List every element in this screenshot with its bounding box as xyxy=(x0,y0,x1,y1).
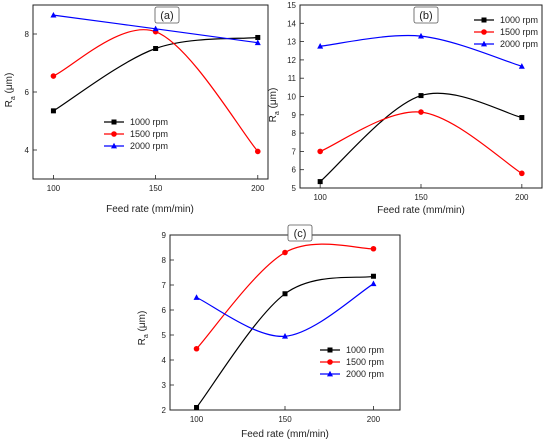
legend-label: 2000 rpm xyxy=(130,141,168,151)
data-point xyxy=(418,32,424,39)
data-point xyxy=(282,249,288,256)
panel-tag-box xyxy=(287,224,313,242)
chart-panel-1: 100 150 200 4 6 8 Feed rate (mm/min) Ra (μm) (a)… xyxy=(4,4,269,215)
y-axis-label: Ra (μm) xyxy=(137,311,150,346)
data-point xyxy=(418,93,424,99)
plot-frame xyxy=(32,4,269,180)
y-tick-label: 6 xyxy=(162,306,167,315)
y-tick-label: 8 xyxy=(292,129,297,138)
y-tick-label: 2 xyxy=(162,406,167,415)
data-point xyxy=(518,63,525,69)
legend-label: 2000 rpm xyxy=(500,39,538,49)
data-point xyxy=(50,108,56,114)
x-axis-label: Feed rate (mm/min) xyxy=(106,204,194,215)
plot-frame xyxy=(169,234,401,411)
y-tick-label: 5 xyxy=(292,184,297,193)
legend-marker xyxy=(481,29,487,35)
legend-label: 1500 rpm xyxy=(500,27,538,37)
y-axis-label: Ra (μm) xyxy=(4,73,17,108)
series-line-1000-rpm xyxy=(319,92,522,183)
data-point xyxy=(370,280,377,287)
y-tick-label: 10 xyxy=(287,93,296,102)
data-point xyxy=(50,73,57,79)
data-point xyxy=(370,273,376,279)
data-point xyxy=(317,179,323,185)
y-tick-label: 4 xyxy=(162,356,167,365)
y-tick-label: 8 xyxy=(162,256,167,265)
y-tick-label: 14 xyxy=(287,19,296,28)
data-point xyxy=(317,148,323,155)
x-tick-label: 150 xyxy=(149,184,163,193)
legend-label: 2000 rpm xyxy=(346,369,384,379)
data-point xyxy=(193,345,200,352)
x-tick-label: 100 xyxy=(47,184,61,193)
panel-tag-box xyxy=(413,6,439,24)
x-tick-label: 100 xyxy=(190,415,204,424)
legend-marker xyxy=(111,142,117,149)
legend-marker xyxy=(327,370,333,377)
x-axis-label: Feed rate (mm/min) xyxy=(377,205,465,216)
legend-label: 1500 rpm xyxy=(346,357,384,367)
y-tick-label: 7 xyxy=(292,147,297,156)
x-tick-label: 150 xyxy=(414,193,428,202)
y-tick-label: 15 xyxy=(287,1,296,10)
series-line-1000-rpm xyxy=(196,275,374,408)
data-point xyxy=(317,42,324,49)
panel-tag: (b) xyxy=(419,10,432,22)
data-point xyxy=(282,291,288,297)
y-tick-label: 9 xyxy=(162,231,167,240)
x-axis-label: Feed rate (mm/min) xyxy=(241,429,329,440)
data-point xyxy=(519,115,525,121)
y-tick-label: 11 xyxy=(288,74,297,83)
legend-marker xyxy=(111,119,117,125)
series-line-1500-rpm xyxy=(319,111,523,174)
legend-marker xyxy=(327,347,333,353)
legend-label: 1000 rpm xyxy=(130,117,168,127)
y-tick-label: 4 xyxy=(25,146,30,155)
y-tick-label: 3 xyxy=(162,381,167,390)
data-point xyxy=(152,25,159,32)
data-point xyxy=(153,46,159,51)
panel-tag-box xyxy=(154,6,180,24)
legend-label: 1500 rpm xyxy=(130,129,168,139)
panel-tag: (c) xyxy=(294,228,307,240)
data-point xyxy=(370,245,377,252)
panel-tag: (a) xyxy=(160,10,173,22)
series-line-2000-rpm xyxy=(320,34,522,67)
x-tick-label: 200 xyxy=(251,184,265,193)
data-point xyxy=(255,34,261,40)
y-tick-label: 6 xyxy=(292,166,297,175)
legend-label: 1000 rpm xyxy=(500,15,538,25)
y-tick-label: 12 xyxy=(287,56,296,65)
chart-panel-3: 100 150 200 2 3 4 5 6 7 8 9 Feed rate (mm/min) Ra (μ… xyxy=(137,224,401,440)
chart-panel-2: 100 150 200 5 6 7 8 9 10 11 12 13 14 15 Feed rate (mm/… xyxy=(268,1,543,216)
y-axis-label: Ra (μm) xyxy=(268,88,281,123)
data-point xyxy=(193,294,200,300)
data-point xyxy=(519,170,525,177)
x-tick-label: 200 xyxy=(367,415,381,424)
legend-marker xyxy=(327,359,333,365)
y-tick-label: 6 xyxy=(25,88,30,97)
x-tick-label: 150 xyxy=(278,415,292,424)
legend-marker xyxy=(481,40,487,47)
y-tick-label: 7 xyxy=(162,281,167,290)
legend-label: 1000 rpm xyxy=(346,345,384,355)
data-point xyxy=(50,11,57,18)
y-tick-label: 8 xyxy=(25,30,30,39)
data-point xyxy=(282,333,288,339)
data-point xyxy=(254,148,261,155)
legend-marker xyxy=(481,17,487,23)
y-tick-label: 5 xyxy=(162,331,167,340)
x-tick-label: 100 xyxy=(313,193,327,202)
data-point xyxy=(418,109,424,115)
data-point xyxy=(254,39,261,46)
x-tick-label: 200 xyxy=(515,193,529,202)
data-point xyxy=(194,405,200,410)
legend-marker xyxy=(111,131,117,137)
y-tick-label: 9 xyxy=(292,111,297,120)
y-tick-label: 13 xyxy=(287,38,296,47)
